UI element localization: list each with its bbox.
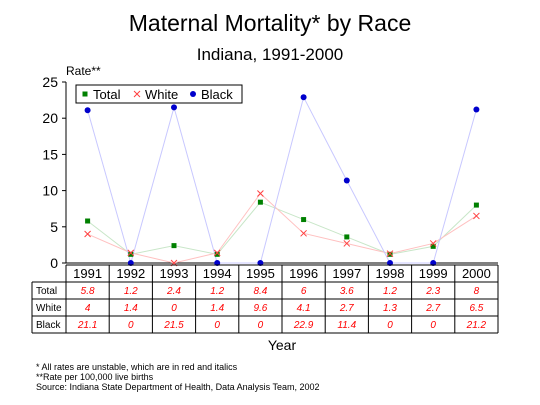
footnote-source: Source: Indiana State Department of Heal… [36,382,320,392]
point-total-1993 [171,243,177,249]
table-cell: 21.5 [163,320,184,331]
data-table: 1991 1992 1993 1994 1995 1996 1997 1998 1999 2000… [31,264,499,334]
table-cell: 6 [301,286,307,297]
table-cell: 6.5 [469,303,483,314]
table-cell: 8 [474,286,480,297]
point-white-1997 [343,240,351,247]
table-cell: 1.4 [210,303,224,314]
point-white-1992 [127,249,135,257]
x-tick-label: 1998 [376,266,405,281]
footnote-rate: **Rate per 100,000 live births [36,372,154,382]
point-total-1996 [301,217,307,223]
legend-label-white: White [145,87,178,102]
point-total-1991 [85,218,91,224]
point-white-1996 [300,229,307,237]
footnote-unstable: * All rates are unstable, which are in r… [36,362,238,372]
table-cell: 4.1 [297,303,311,314]
legend-marker-total [82,91,88,97]
point-black-1991 [84,107,91,114]
x-tick-label: 1995 [246,266,275,281]
table-cell: 0 [214,320,220,331]
table-cell: 21.1 [77,320,97,331]
legend-box [75,84,243,104]
y-tick-label: 0 [50,255,58,271]
x-tick-label: 1992 [116,266,145,281]
table-cell: 5.8 [81,286,95,297]
y-tick-label: 5 [50,219,58,235]
point-white-1999 [429,240,437,247]
table-cell: 1.2 [383,286,397,297]
series-line-black [87,95,477,265]
legend-label-black: Black [201,87,233,102]
table-cell: 1.3 [383,303,397,314]
point-white-1998 [386,250,394,257]
table-cell: 1.2 [124,286,138,297]
point-total-1994 [214,251,220,257]
point-total-1999 [430,243,436,249]
y-tick-labels: 0 5 10 15 20 25 [42,74,66,271]
chart-subtitle: Indiana, 1991-2000 [196,45,344,64]
point-total-1998 [387,251,393,257]
point-black-1997 [343,177,350,184]
table-row-label: White [36,303,62,314]
x-tick-label: 2000 [462,266,491,281]
series-line-white [87,192,477,264]
point-total-1992 [128,251,134,257]
point-total-1995 [257,199,263,205]
table-cell: 0 [128,320,134,331]
point-black-1996 [300,94,307,101]
x-tick-label: 1994 [203,266,232,281]
x-tick-label: 1991 [73,266,102,281]
x-tick-label: 1993 [160,266,189,281]
table-cell: 22.9 [293,320,314,331]
table-cell: 21.2 [466,320,487,331]
table-cell: 2.3 [425,286,440,297]
point-white-2000 [473,212,480,220]
table-row-label: Total [36,286,57,297]
x-tick-label: 1996 [289,266,318,281]
y-tick-label: 20 [42,110,58,126]
table-cell: 4 [85,303,91,314]
legend-marker-white [133,90,141,98]
table-cell: 1.4 [124,303,138,314]
y-tick-label: 15 [42,146,58,162]
table-cell: 2.7 [425,303,440,314]
point-black-1993 [171,104,177,111]
legend-marker-black [190,91,196,97]
point-white-1991 [84,230,91,238]
table-cell: 1.2 [210,286,224,297]
table-cell: 3.6 [340,286,354,297]
legend-label-total: Total [93,87,121,102]
point-total-2000 [473,202,479,208]
table-cell: 2.4 [166,286,181,297]
table-cell: 0 [387,320,393,331]
legend: Total White Black [75,84,243,104]
y-tick-label: 10 [42,183,58,199]
x-tick-label: 1997 [332,266,361,281]
y-tick-label: 25 [42,74,58,90]
point-white-1995 [257,190,264,197]
point-total-1997 [344,234,350,240]
table-cell: 2.7 [339,303,354,314]
table-cell: 0 [258,320,264,331]
point-white-1994 [213,249,221,257]
series-lines [87,95,477,265]
table-cell: 0 [430,320,436,331]
table-cell: 9.6 [253,303,267,314]
table-cell: 8.4 [253,286,267,297]
y-axis-label: Rate** [66,64,101,78]
x-tick-label: 1999 [419,266,448,281]
table-cell: 11.4 [337,320,356,331]
table-cell: 0 [171,303,177,314]
chart-title: Maternal Mortality* by Race [128,10,412,36]
series-line-total [87,201,477,255]
x-axis-label: Year [268,337,297,353]
table-row-label: Black [36,320,61,331]
plot-axes [65,82,498,264]
point-black-2000 [473,106,480,113]
